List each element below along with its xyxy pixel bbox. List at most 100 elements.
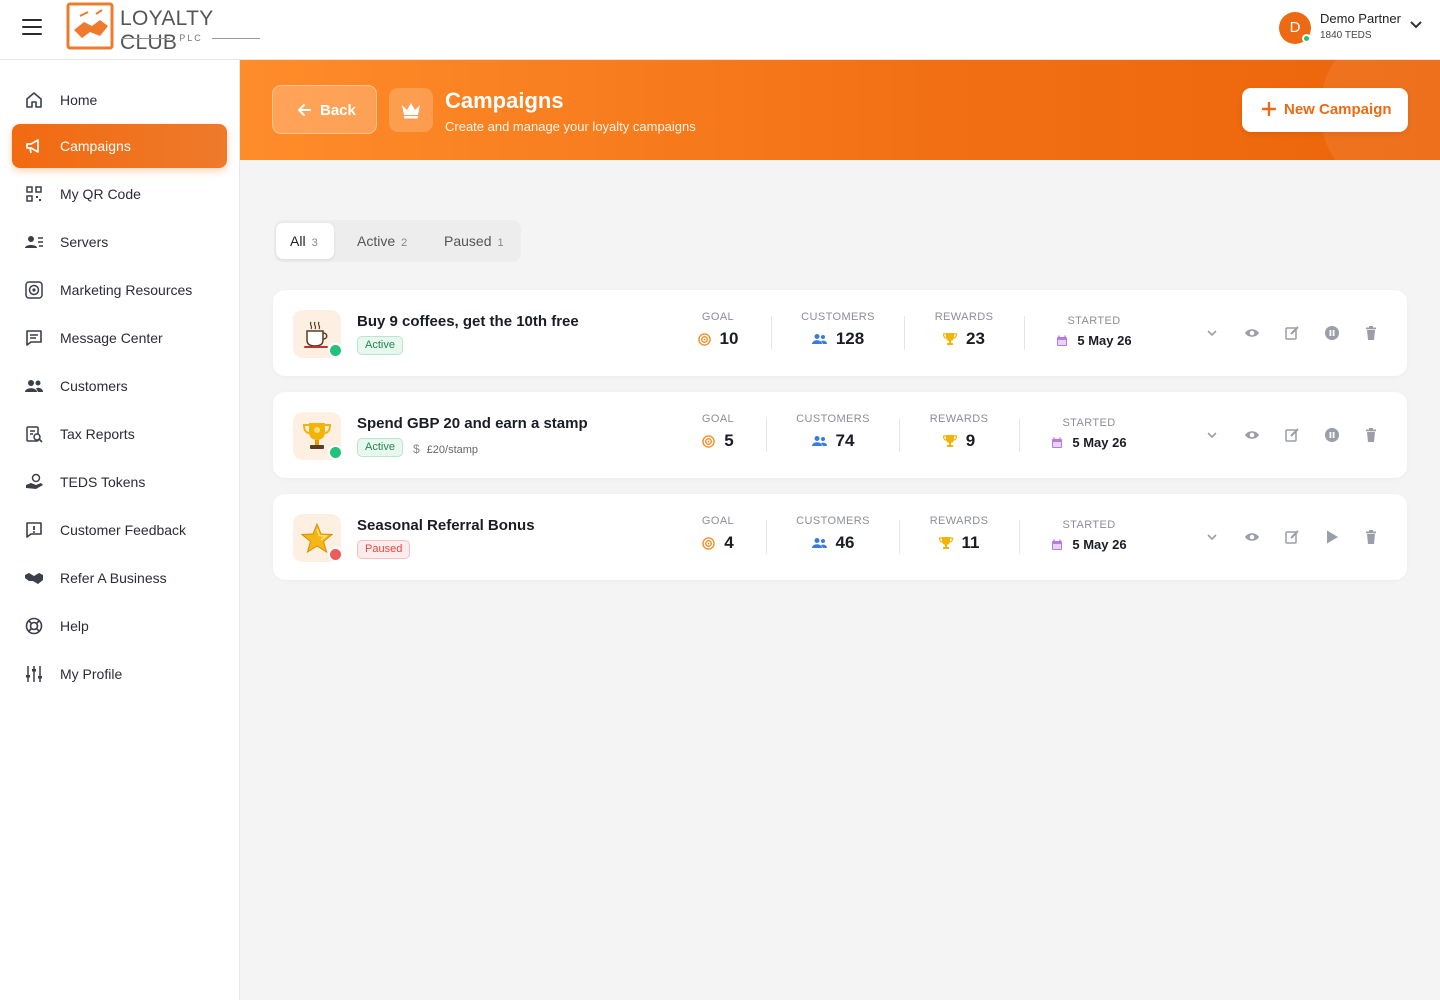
campaign-name: Buy 9 coffees, get the 10th free bbox=[357, 313, 579, 330]
brand-sub: PLC bbox=[122, 33, 260, 43]
tab-active[interactable]: Active 2 bbox=[344, 223, 420, 259]
megaphone-icon bbox=[26, 139, 39, 154]
chevron-down-icon[interactable] bbox=[1204, 529, 1220, 545]
tab-paused[interactable]: Paused 1 bbox=[430, 223, 516, 259]
sidebar-item-label: Tax Reports bbox=[60, 426, 135, 442]
stat-rewards: REWARDS 11 bbox=[920, 515, 998, 553]
stat-rewards: REWARDS 23 bbox=[925, 311, 1003, 349]
chevron-down-icon[interactable] bbox=[1204, 427, 1220, 443]
top-bar: LOYALTY CLUB PLC D Demo Partner 1840 TED… bbox=[0, 0, 1440, 60]
sidebar-item-help[interactable]: Help bbox=[12, 604, 227, 648]
divider bbox=[766, 520, 767, 554]
main-content: Back Campaigns Create and manage your lo… bbox=[240, 60, 1440, 1000]
stat-rewards-value-row: 23 bbox=[925, 329, 1003, 349]
stat-started: STARTED 5 May 26 bbox=[1040, 417, 1138, 450]
servers-icon bbox=[25, 236, 43, 248]
new-campaign-button[interactable]: New Campaign bbox=[1242, 88, 1408, 132]
trash-icon[interactable] bbox=[1363, 427, 1379, 443]
tab-label: All bbox=[290, 233, 306, 249]
edit-icon[interactable] bbox=[1284, 529, 1300, 545]
tab-all[interactable]: All 3 bbox=[276, 223, 334, 259]
sidebar-item-home[interactable]: Home bbox=[12, 78, 227, 122]
brand-logo[interactable]: LOYALTY CLUB PLC bbox=[66, 2, 266, 54]
page-title: Campaigns bbox=[445, 88, 564, 113]
sidebar-item-my-profile[interactable]: My Profile bbox=[12, 652, 227, 696]
sidebar-item-customers[interactable]: Customers bbox=[12, 364, 227, 408]
edit-icon[interactable] bbox=[1284, 325, 1300, 341]
calendar-icon bbox=[1052, 539, 1063, 550]
online-indicator bbox=[1302, 34, 1311, 43]
stat-label: STARTED bbox=[1062, 417, 1116, 429]
trash-icon[interactable] bbox=[1363, 325, 1379, 341]
stat-customers: CUSTOMERS 74 bbox=[788, 413, 878, 451]
tab-count: 1 bbox=[497, 237, 504, 249]
stat-label: REWARDS bbox=[934, 311, 994, 323]
divider bbox=[899, 520, 900, 554]
campaign-card[interactable]: Seasonal Referral Bonus Paused GOAL 4 CU… bbox=[273, 494, 1407, 580]
stat-customers-value-row: 128 bbox=[793, 329, 883, 349]
campaign-card[interactable]: Spend GBP 20 and earn a stamp Active $ £2… bbox=[273, 392, 1407, 478]
eye-icon[interactable] bbox=[1244, 325, 1260, 341]
message-icon bbox=[26, 330, 42, 346]
tab-count: 2 bbox=[401, 237, 408, 249]
stat-customers-value-row: 74 bbox=[788, 431, 878, 451]
stat-label: REWARDS bbox=[929, 413, 989, 425]
campaign-card[interactable]: Buy 9 coffees, get the 10th free Active … bbox=[273, 290, 1407, 376]
pause-icon[interactable] bbox=[1324, 325, 1340, 341]
status-badge: Active bbox=[357, 336, 403, 355]
feedback-icon bbox=[26, 522, 42, 538]
divider bbox=[899, 418, 900, 452]
user-menu[interactable]: D Demo Partner 1840 TEDS bbox=[1279, 10, 1429, 50]
trash-icon[interactable] bbox=[1363, 529, 1379, 545]
trophy-icon bbox=[302, 423, 332, 449]
stat-goal: GOAL 5 bbox=[689, 413, 747, 451]
stat-started-value-row: 5 May 26 bbox=[1045, 333, 1143, 348]
menu-toggle-icon[interactable] bbox=[22, 19, 42, 39]
customers-value: 46 bbox=[835, 533, 855, 552]
sidebar-item-customer-feedback[interactable]: Customer Feedback bbox=[12, 508, 227, 552]
sidebar-item-tax-reports[interactable]: Tax Reports bbox=[12, 412, 227, 456]
stat-customers: CUSTOMERS 128 bbox=[793, 311, 883, 349]
play-icon[interactable] bbox=[1324, 529, 1340, 545]
plus-icon bbox=[1262, 102, 1276, 116]
stat-started-value-row: 5 May 26 bbox=[1040, 435, 1138, 450]
stat-customers-value-row: 46 bbox=[788, 533, 878, 553]
sidebar-item-message-center[interactable]: Message Center bbox=[12, 316, 227, 360]
divider bbox=[1019, 418, 1020, 452]
arrow-left-icon bbox=[298, 104, 311, 116]
sidebar-item-teds-tokens[interactable]: TEDS Tokens bbox=[12, 460, 227, 504]
users-icon bbox=[811, 334, 827, 344]
status-badge: Paused bbox=[357, 540, 411, 559]
rate-value: £20/stamp bbox=[426, 444, 479, 456]
sliders-icon bbox=[26, 666, 42, 682]
sidebar-item-label: Campaigns bbox=[60, 138, 131, 154]
report-icon bbox=[26, 426, 43, 443]
calendar-icon bbox=[1057, 335, 1068, 346]
chevron-down-icon[interactable] bbox=[1204, 325, 1220, 341]
eye-icon[interactable] bbox=[1244, 529, 1260, 545]
sidebar-item-label: Servers bbox=[60, 234, 109, 250]
pause-icon[interactable] bbox=[1324, 427, 1340, 443]
sidebar-item-qr-code[interactable]: My QR Code bbox=[12, 172, 227, 216]
user-name: Demo Partner bbox=[1320, 11, 1401, 26]
goal-value: 10 bbox=[719, 329, 739, 348]
sidebar-item-campaigns[interactable]: Campaigns bbox=[12, 124, 227, 168]
goal-value: 5 bbox=[724, 431, 734, 450]
sidebar-item-servers[interactable]: Servers bbox=[12, 220, 227, 264]
stat-goal: GOAL 4 bbox=[689, 515, 747, 553]
crown-icon bbox=[402, 103, 420, 119]
stat-label: CUSTOMERS bbox=[796, 515, 870, 527]
eye-icon[interactable] bbox=[1244, 427, 1260, 443]
trophy-icon bbox=[942, 435, 957, 447]
tab-label: Active bbox=[357, 233, 396, 249]
sidebar-item-refer-a-business[interactable]: Refer A Business bbox=[12, 556, 227, 600]
target-icon bbox=[702, 434, 716, 448]
stat-rewards-value-row: 11 bbox=[920, 533, 998, 553]
calendar-icon bbox=[1052, 437, 1063, 448]
back-button[interactable]: Back bbox=[272, 85, 377, 134]
started-value: 5 May 26 bbox=[1072, 537, 1127, 552]
sidebar-item-label: TEDS Tokens bbox=[60, 474, 146, 490]
edit-icon[interactable] bbox=[1284, 427, 1300, 443]
chevron-down-icon bbox=[1410, 21, 1422, 29]
sidebar-item-marketing-resources[interactable]: Marketing Resources bbox=[12, 268, 227, 312]
